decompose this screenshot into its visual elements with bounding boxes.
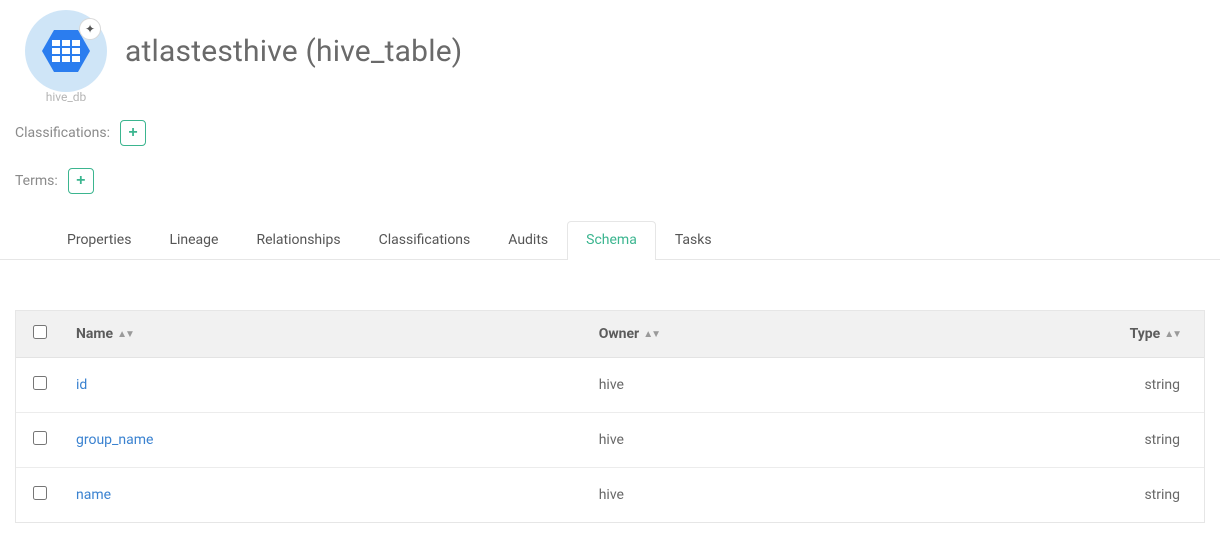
row-checkbox[interactable] xyxy=(33,486,47,500)
entity-title: atlastesthive (hive_table) xyxy=(125,34,462,69)
column-name-link[interactable]: id xyxy=(76,377,87,393)
column-name-link[interactable]: name xyxy=(76,487,111,503)
column-header-name-text: Name xyxy=(76,326,113,342)
tabs: Properties Lineage Relationships Classif… xyxy=(0,220,1220,260)
entity-icon: ✦ xyxy=(25,10,107,92)
select-all-header xyxy=(16,311,64,358)
sort-icon: ▲▼ xyxy=(1164,329,1180,340)
tab-relationships[interactable]: Relationships xyxy=(237,221,359,260)
entity-db-label: hive_db xyxy=(25,90,107,104)
table-row: name hive string xyxy=(16,468,1204,523)
cell-type: string xyxy=(1038,413,1204,468)
cell-owner: hive xyxy=(587,358,1038,413)
cell-type: string xyxy=(1038,468,1204,523)
column-header-type-text: Type xyxy=(1130,326,1161,342)
entity-header: ✦ atlastesthive (hive_table) xyxy=(0,0,1220,92)
tab-classifications[interactable]: Classifications xyxy=(360,221,490,260)
schema-table: Name▲▼ Owner▲▼ Type▲▼ id hive string gro… xyxy=(16,311,1204,522)
terms-label: Terms: xyxy=(15,173,58,189)
classifications-label: Classifications: xyxy=(15,125,110,141)
tab-properties[interactable]: Properties xyxy=(48,221,150,260)
sort-icon: ▲▼ xyxy=(643,329,659,340)
table-row: id hive string xyxy=(16,358,1204,413)
tab-audits[interactable]: Audits xyxy=(489,221,567,260)
add-classification-button[interactable]: + xyxy=(120,120,146,146)
entity-badge-icon: ✦ xyxy=(79,18,101,40)
column-header-name[interactable]: Name ▲▼ xyxy=(64,311,587,358)
row-checkbox[interactable] xyxy=(33,431,47,445)
column-name-link[interactable]: group_name xyxy=(76,432,153,448)
row-checkbox[interactable] xyxy=(33,376,47,390)
cell-owner: hive xyxy=(587,413,1038,468)
add-term-button[interactable]: + xyxy=(68,168,94,194)
terms-row: Terms: + xyxy=(0,160,1220,194)
cell-owner: hive xyxy=(587,468,1038,523)
select-all-checkbox[interactable] xyxy=(33,325,47,339)
column-header-owner[interactable]: Owner ▲▼ xyxy=(587,311,1038,358)
column-header-owner-text: Owner xyxy=(599,326,639,342)
tab-schema[interactable]: Schema xyxy=(567,221,656,260)
tab-lineage[interactable]: Lineage xyxy=(150,221,237,260)
table-row: group_name hive string xyxy=(16,413,1204,468)
tab-tasks[interactable]: Tasks xyxy=(656,221,731,260)
table-header-row: Name▲▼ Owner▲▼ Type▲▼ xyxy=(16,311,1204,358)
cell-type: string xyxy=(1038,358,1204,413)
classifications-row: Classifications: + xyxy=(0,112,1220,146)
column-header-type[interactable]: Type▲▼ xyxy=(1038,311,1204,358)
table-grid-icon xyxy=(52,40,80,62)
schema-table-wrap: Name▲▼ Owner▲▼ Type▲▼ id hive string gro… xyxy=(15,310,1205,523)
sort-icon: ▲▼ xyxy=(117,329,133,340)
